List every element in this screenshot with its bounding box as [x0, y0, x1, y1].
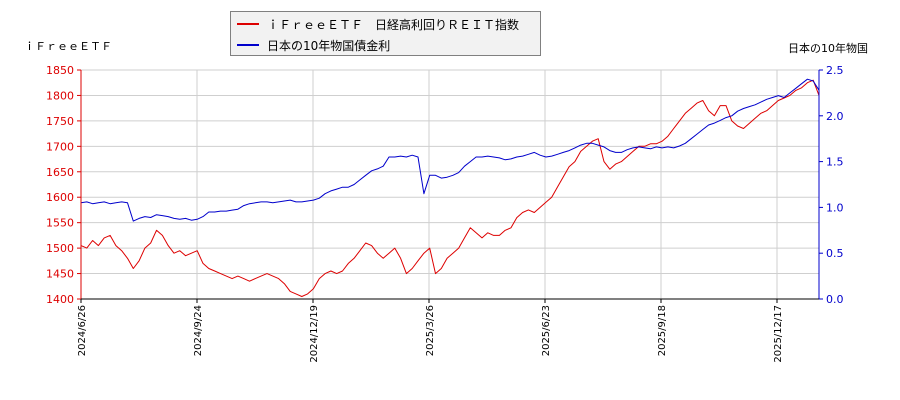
- right-tick-label: 1.0: [826, 201, 844, 214]
- tick-labels: 1400 1450 1500 1550 1600 1650 1700 1750 1800 1850…: [46, 64, 844, 363]
- legend-swatch-jgb: [237, 44, 259, 46]
- x-tick-label: 2025/3/26: [425, 305, 436, 356]
- left-tick-label: 1400: [46, 293, 74, 306]
- right-axis-label: 日本の10年物国: [788, 42, 868, 55]
- right-tick-label: 2.5: [826, 64, 844, 77]
- left-tick-label: 1650: [46, 166, 74, 179]
- series-line-jgb: [80, 78, 820, 222]
- left-tick-label: 1800: [46, 89, 74, 102]
- left-axis-label: ｉＦｒｅｅＥＴＦ: [24, 40, 112, 53]
- right-tick-label: 0.5: [826, 247, 844, 260]
- x-tick-label: 2025/12/17: [773, 305, 784, 363]
- x-tick-label: 2024/6/26: [77, 305, 88, 356]
- x-tick-label: 2025/9/18: [657, 305, 668, 356]
- x-tick-label: 2024/12/19: [309, 305, 320, 363]
- legend-label-reit: ｉＦｒｅｅＥＴＦ 日経高利回りＲＥＩＴ指数: [267, 17, 520, 32]
- grid-lines: [81, 69, 819, 299]
- x-tick-label: 2025/6/23: [541, 305, 552, 356]
- left-tick-label: 1500: [46, 242, 74, 255]
- legend-item-jgb: 日本の10年物国債金利: [237, 35, 390, 55]
- left-tick-label: 1600: [46, 191, 74, 204]
- legend-swatch-reit: [237, 23, 259, 25]
- series-line-reit: [80, 79, 820, 297]
- series-layer: [80, 78, 820, 297]
- right-tick-label: 2.0: [826, 110, 844, 123]
- left-tick-label: 1450: [46, 268, 74, 281]
- left-tick-label: 1850: [46, 64, 74, 77]
- left-tick-label: 1550: [46, 217, 74, 230]
- right-tick-label: 1.5: [826, 156, 844, 169]
- left-tick-label: 1750: [46, 115, 74, 128]
- right-tick-label: 0.0: [826, 293, 844, 306]
- legend-label-jgb: 日本の10年物国債金利: [267, 38, 391, 53]
- legend: ｉＦｒｅｅＥＴＦ 日経高利回りＲＥＩＴ指数 日本の10年物国債金利: [230, 11, 541, 56]
- x-tick-label: 2024/9/24: [193, 305, 204, 356]
- legend-item-reit: ｉＦｒｅｅＥＴＦ 日経高利回りＲＥＩＴ指数: [237, 14, 519, 34]
- left-tick-label: 1700: [46, 140, 74, 153]
- axes: [77, 69, 823, 303]
